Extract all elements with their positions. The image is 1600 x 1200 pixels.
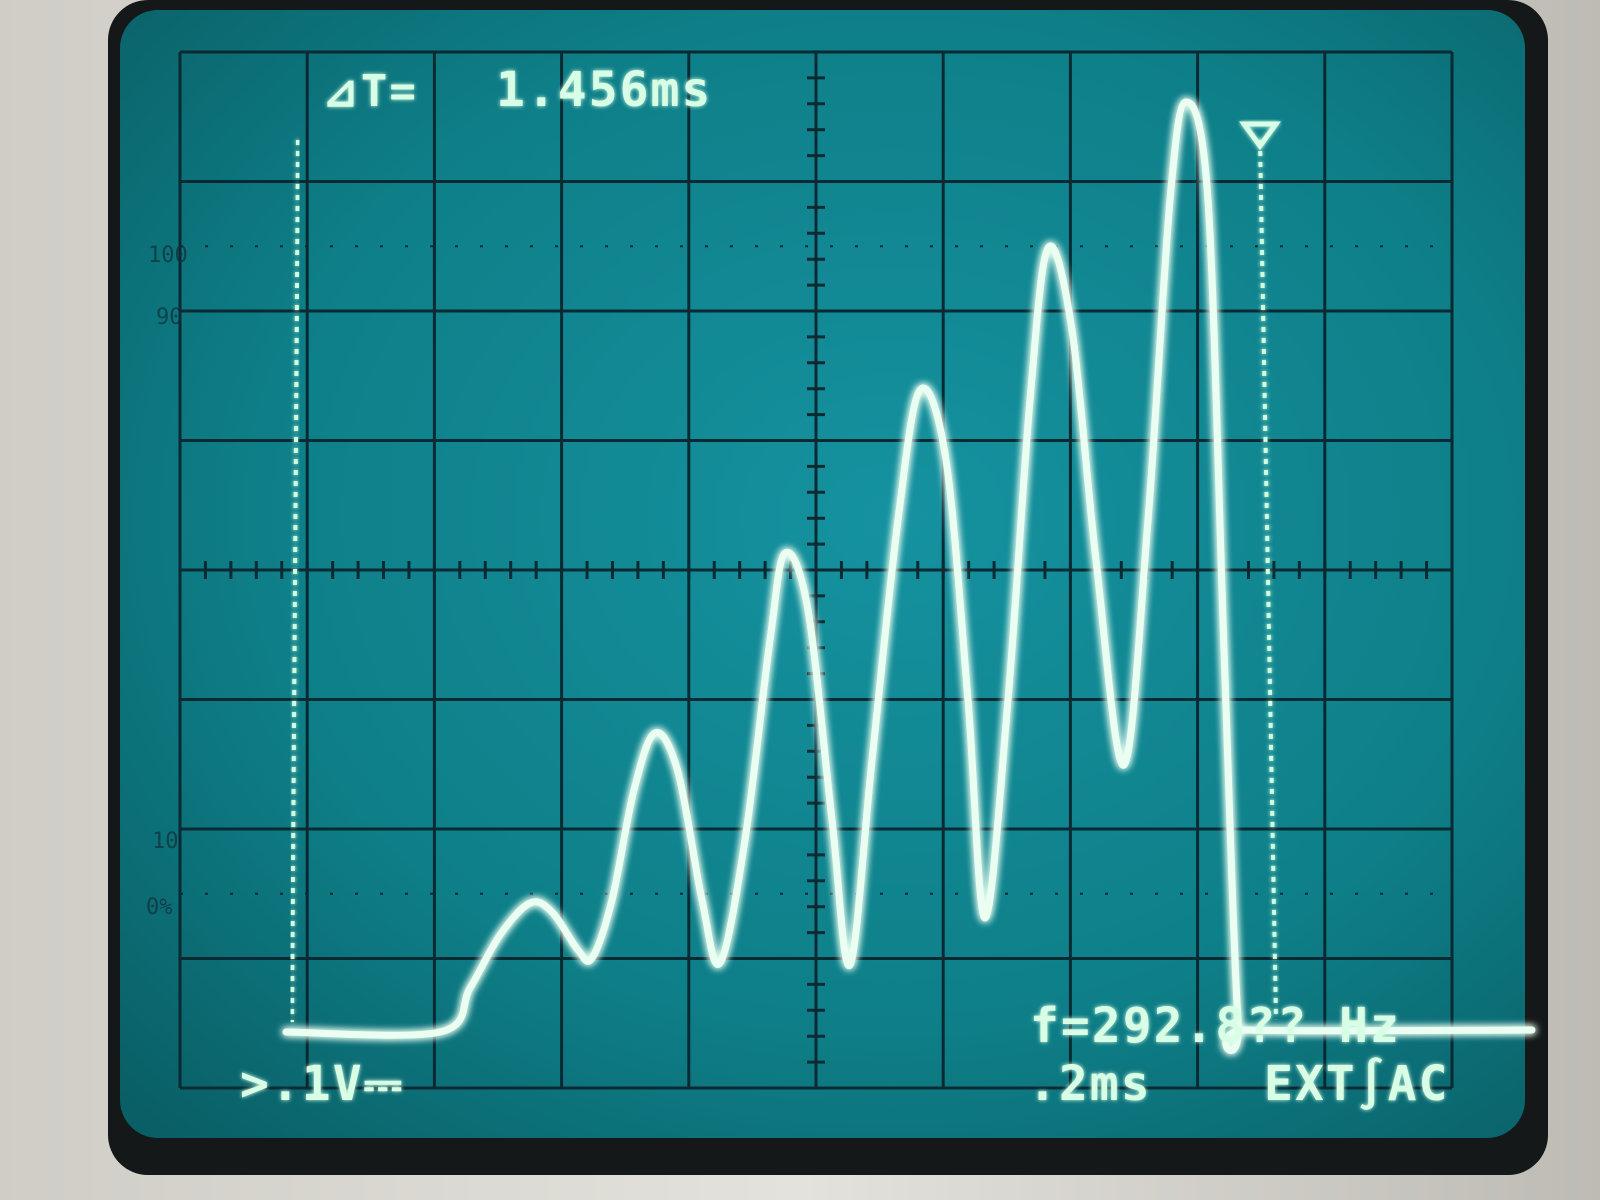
pct-0-label: 0%	[146, 895, 173, 920]
right-cursor-marker-icon	[1239, 121, 1281, 151]
delta-t-label: ⊿T=	[322, 66, 418, 117]
graticule-ticks	[178, 50, 1454, 1090]
trigger-readout: EXT∫AC	[1264, 1056, 1449, 1112]
waveform-trace	[282, 98, 1536, 1055]
pct-100-label: 100	[148, 243, 188, 268]
volts-per-div-readout: >.1V⎓	[240, 1056, 404, 1112]
pct-10-label: 10	[152, 829, 179, 854]
crt-screen	[120, 10, 1525, 1138]
right-cursor-line	[1258, 139, 1278, 1021]
frequency-readout: f=292.8?? Hz	[1030, 998, 1401, 1054]
delta-t-value: 1.456ms	[496, 62, 712, 118]
left-cursor-line	[290, 139, 300, 1023]
time-per-div-readout: .2ms	[1028, 1056, 1152, 1112]
pct-90-label: 90	[156, 305, 183, 330]
